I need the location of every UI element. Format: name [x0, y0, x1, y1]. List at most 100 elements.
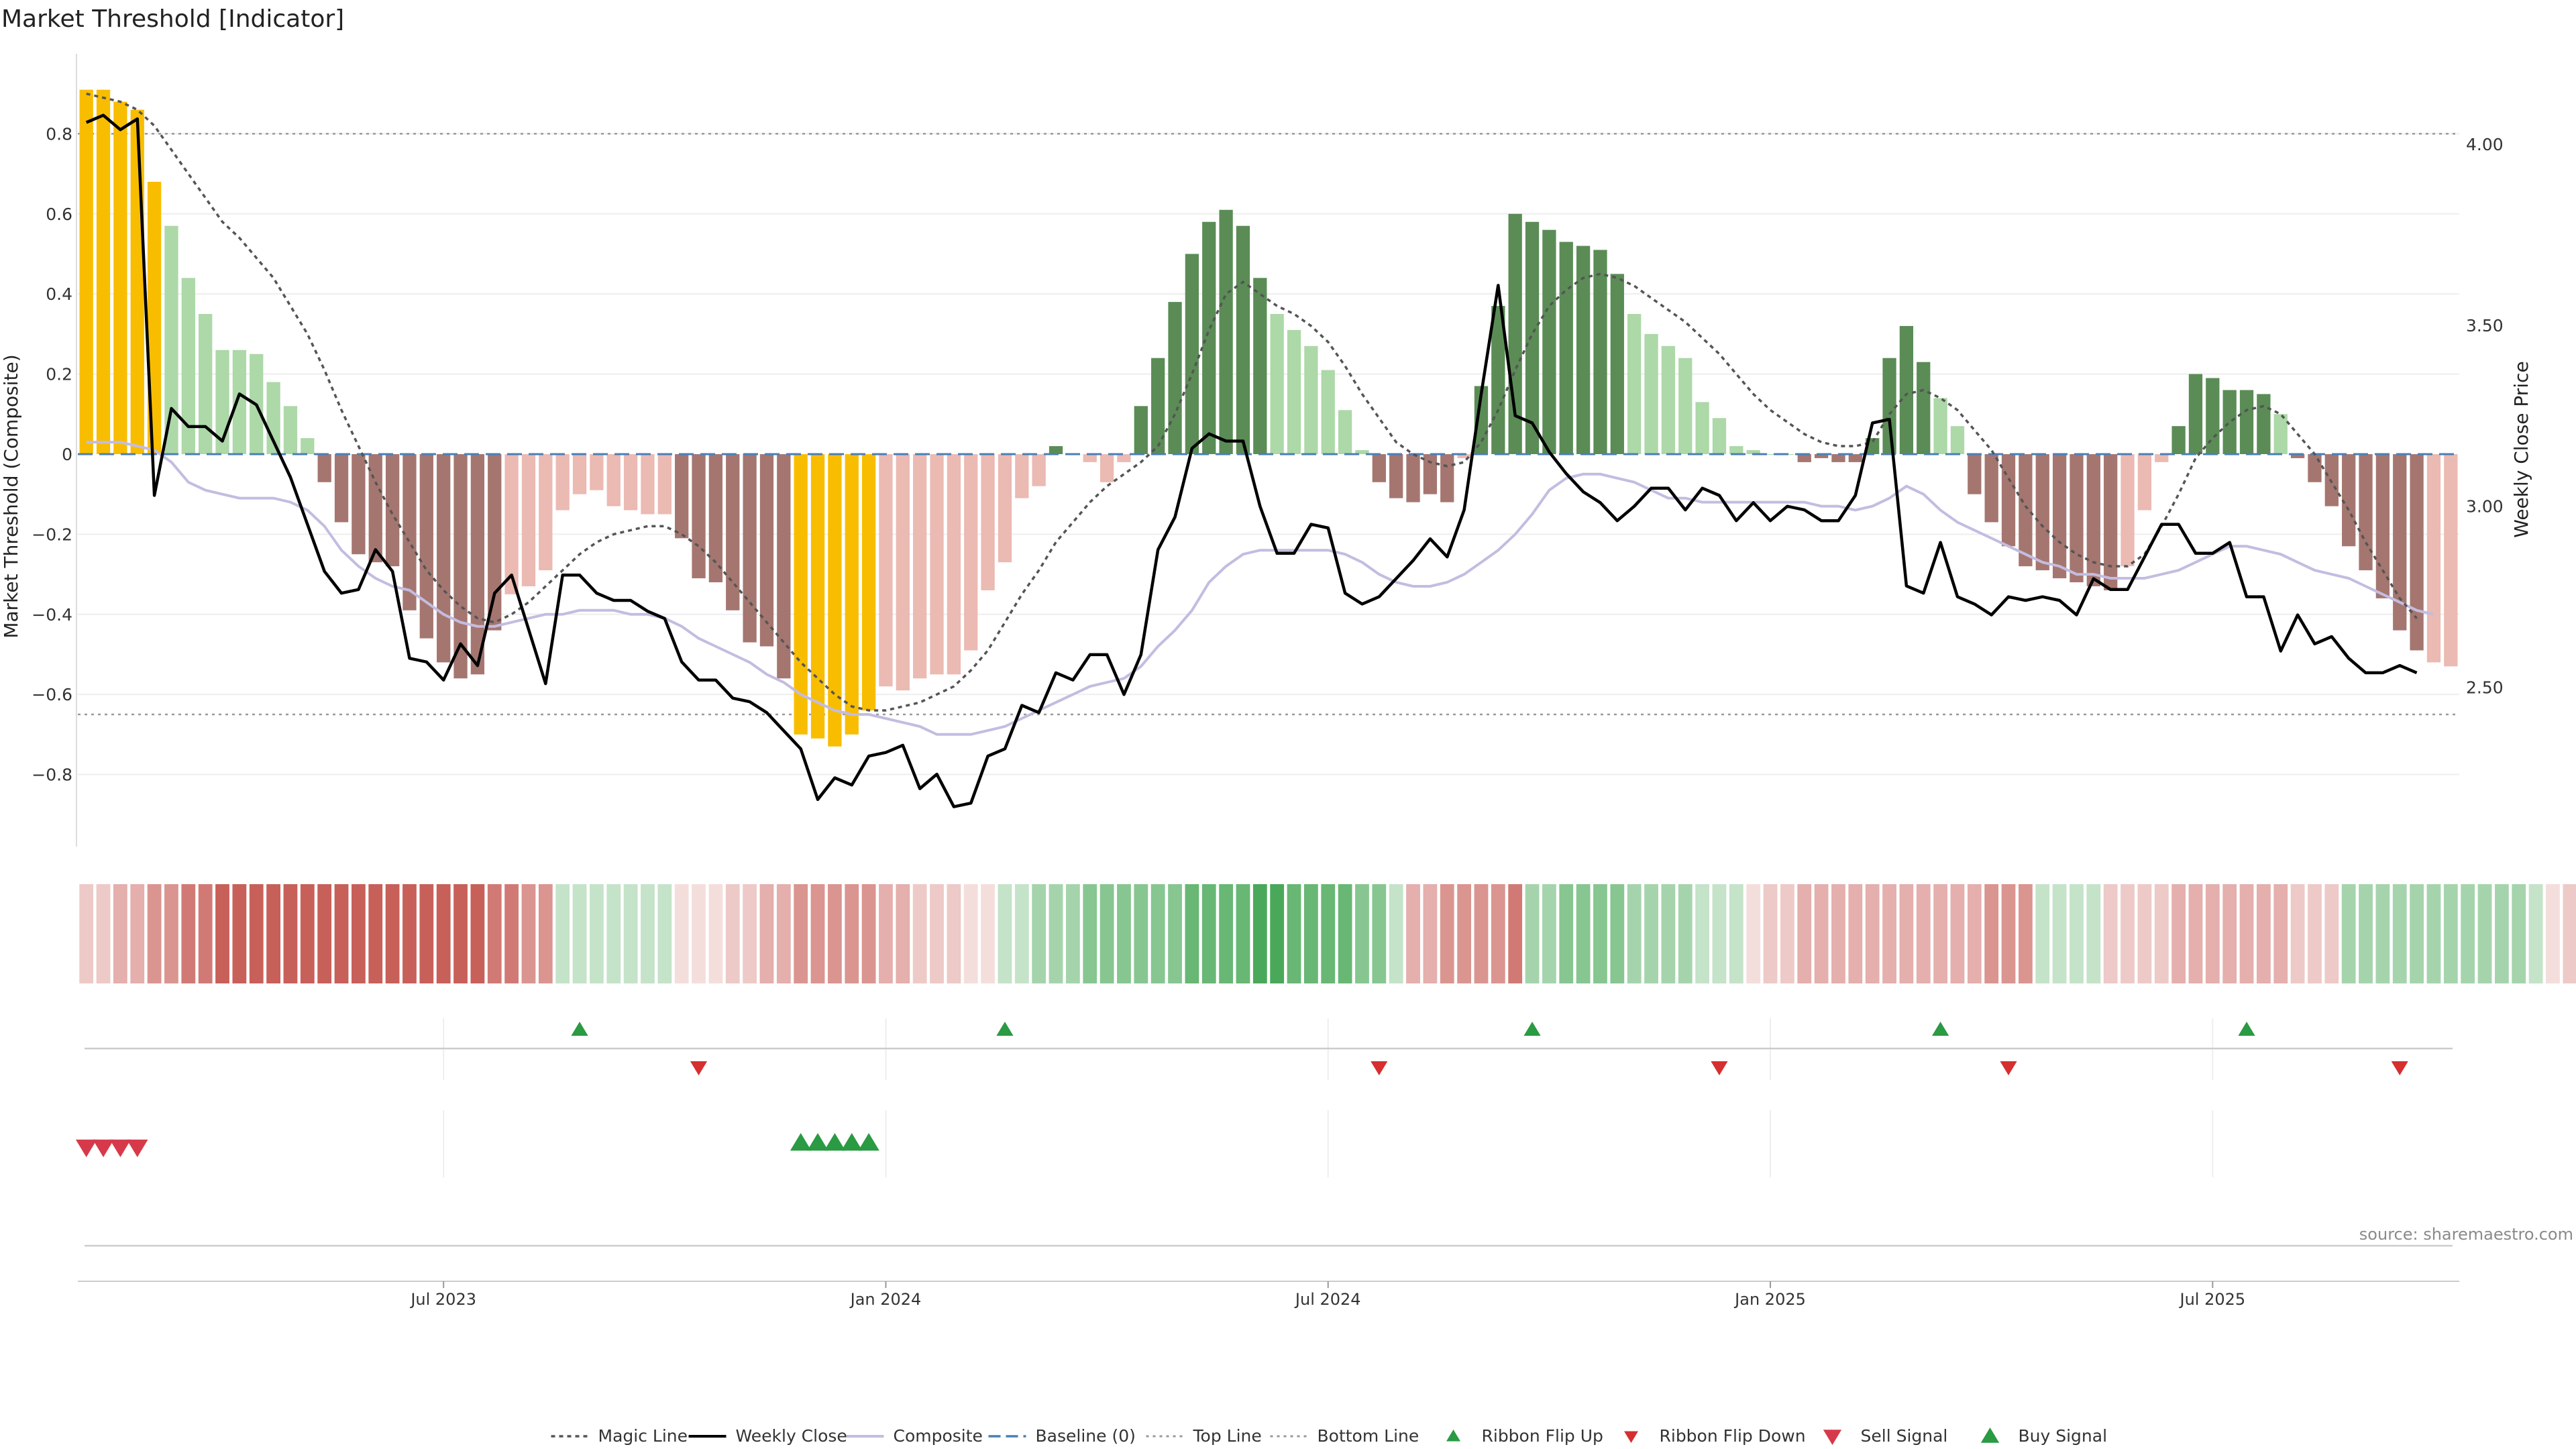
ribbon-cell [810, 884, 825, 983]
composite-bar [1406, 453, 1420, 502]
composite-bar [1270, 314, 1284, 454]
ribbon-cell [453, 884, 468, 983]
composite-bar [385, 453, 400, 567]
composite-bar [113, 101, 127, 454]
composite-bar [708, 453, 723, 582]
ribbon-cell [1185, 884, 1199, 983]
ribbon-cell [300, 884, 315, 983]
left-tick-label: 0.8 [46, 124, 72, 144]
composite-bar [2426, 453, 2441, 663]
ribbon-cell [1252, 884, 1267, 983]
ribbon-cell [1797, 884, 1812, 983]
ribbon-flip-panel [85, 1018, 2453, 1080]
composite-bar [147, 182, 162, 454]
composite-bar [1338, 410, 1352, 454]
ribbon-cell [198, 884, 213, 983]
ribbon-flip-down-marker [690, 1061, 708, 1075]
ribbon-cell [2256, 884, 2271, 983]
ribbon-cell [2171, 884, 2186, 983]
composite-bar [488, 453, 502, 631]
composite-bar [1678, 358, 1693, 454]
ribbon-cell [708, 884, 723, 983]
ribbon-cell [776, 884, 791, 983]
ribbon-cell [981, 884, 996, 983]
ribbon-cell [1032, 884, 1046, 983]
composite-bar [1321, 370, 1335, 454]
left-tick-label: −0.8 [32, 765, 72, 785]
ribbon-cell [657, 884, 672, 983]
ribbon-cell [1099, 884, 1114, 983]
ribbon-cell [1525, 884, 1540, 983]
magic-line [86, 92, 2418, 712]
ribbon-cell [2324, 884, 2339, 983]
legend-item-flipup: Ribbon Flip Up [1446, 1426, 1603, 1446]
ribbon-cell [1695, 884, 1710, 983]
ribbon-cell [317, 884, 332, 983]
ribbon-cell [1474, 884, 1489, 983]
ribbon-cell [1678, 884, 1693, 983]
composite-bar [1610, 274, 1624, 454]
composite-bar [2273, 414, 2288, 454]
composite-bar [861, 453, 876, 711]
ribbon-cell [2528, 884, 2543, 983]
ribbon-cell [538, 884, 553, 983]
ribbon-cell [283, 884, 298, 983]
composite-bar [1099, 453, 1114, 482]
ribbon-cell [1610, 884, 1625, 983]
ribbon-cell [2308, 884, 2322, 983]
legend-item-magic: Magic Line [551, 1426, 688, 1446]
composite-bar [657, 453, 672, 515]
composite-bar [726, 453, 740, 610]
composite-bar [437, 453, 451, 663]
ribbon-cell [1593, 884, 1607, 983]
composite-bar [2137, 453, 2152, 511]
left-tick-label: 0.4 [46, 284, 72, 304]
legend-item-close: Weekly Close [688, 1426, 847, 1446]
composite-bar [1882, 358, 1896, 454]
legend-label: Baseline (0) [1036, 1426, 1136, 1446]
composite-bar [1202, 221, 1216, 454]
ribbon-cell [1355, 884, 1369, 983]
composite-bar [1814, 453, 1829, 458]
ribbon-cell [572, 884, 587, 983]
legend-item-bottom: Bottom Line [1270, 1426, 1419, 1446]
ribbon-cell [1303, 884, 1318, 983]
composite-bar [1950, 426, 1965, 454]
composite-bar [777, 453, 791, 679]
ribbon-cell [743, 884, 757, 983]
ribbon-cell [2052, 884, 2067, 983]
composite-bar [1015, 453, 1029, 498]
legend-label: Ribbon Flip Up [1482, 1426, 1603, 1446]
legend-swatch [1446, 1430, 1460, 1442]
sell-signal-marker [75, 1139, 97, 1157]
legend-label: Bottom Line [1318, 1426, 1419, 1446]
ribbon-cell [368, 884, 383, 983]
legend-label: Ribbon Flip Down [1660, 1426, 1806, 1446]
ribbon-cell [1338, 884, 1352, 983]
ribbon-cell [1831, 884, 1845, 983]
composite-bar [2393, 453, 2407, 631]
ribbon-cell [1150, 884, 1165, 983]
composite-bar [998, 453, 1012, 563]
composite-bar [1763, 453, 1778, 455]
ribbon-flip-up-marker [1932, 1022, 1949, 1036]
composite-bar [1134, 406, 1148, 454]
ribbon-cell [249, 884, 264, 983]
ribbon-strip [79, 884, 2576, 983]
legend-label: Composite [894, 1426, 983, 1446]
ribbon-cell [1201, 884, 1216, 983]
composite-bar [2410, 453, 2424, 651]
composite-bar [1542, 229, 1556, 454]
composite-bar [2070, 453, 2084, 582]
composite-bar [2001, 453, 2016, 547]
composite-bar [521, 453, 536, 586]
composite-line [86, 441, 2434, 736]
ribbon-cell [113, 884, 127, 983]
buy-signal-marker [824, 1133, 846, 1151]
composite-bar [199, 314, 213, 454]
composite-bar [1695, 402, 1709, 454]
ribbon-cell [2086, 884, 2101, 983]
composite-bar [641, 453, 655, 515]
ribbon-cell [1627, 884, 1642, 983]
